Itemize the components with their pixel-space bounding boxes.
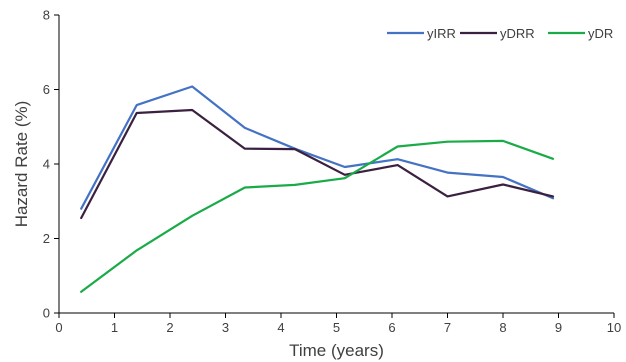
y-tick-label: 8 (43, 8, 50, 23)
y-tick-label: 0 (43, 306, 50, 321)
y-tick-label: 4 (43, 157, 50, 172)
y-tick-label: 2 (43, 231, 50, 246)
series-lines (80, 85, 555, 293)
x-tick-label: 1 (111, 320, 118, 335)
x-tick-label: 6 (388, 320, 395, 335)
x-axis-title: Time (years) (289, 341, 384, 360)
legend-label-ydrr: yDRR (500, 26, 535, 41)
x-tick-label: 9 (555, 320, 562, 335)
x-tick-label: 8 (499, 320, 506, 335)
x-tick-label: 0 (55, 320, 62, 335)
y-axis-ticks: 0 2 4 6 8 (43, 8, 59, 321)
legend-label-yirr: yIRR (427, 26, 456, 41)
x-tick-label: 2 (166, 320, 173, 335)
y-tick-label: 6 (43, 82, 50, 97)
x-tick-label: 7 (444, 320, 451, 335)
x-tick-label: 3 (222, 320, 229, 335)
legend-label-ydr: yDR (588, 26, 613, 41)
legend: yIRR yDRR yDR (387, 26, 613, 41)
series-line-ydr (80, 139, 555, 293)
x-tick-label: 4 (277, 320, 284, 335)
x-tick-label: 5 (333, 320, 340, 335)
series-line-yirr (80, 85, 555, 210)
x-axis-ticks: 0 1 2 3 4 5 6 7 8 9 10 (55, 313, 621, 335)
x-tick-label: 10 (607, 320, 621, 335)
series-line-ydrr (80, 108, 555, 220)
y-axis-title: Hazard Rate (%) (12, 101, 31, 228)
